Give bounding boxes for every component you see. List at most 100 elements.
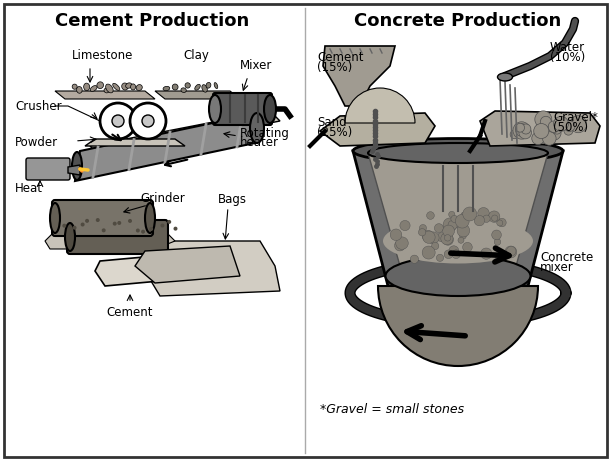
Ellipse shape (497, 73, 513, 81)
Text: (25%): (25%) (317, 126, 353, 139)
Circle shape (507, 246, 516, 256)
Text: Heat: Heat (15, 183, 43, 195)
Ellipse shape (104, 88, 109, 93)
Circle shape (516, 123, 524, 132)
Circle shape (519, 124, 530, 135)
Circle shape (448, 220, 458, 230)
Text: mixer: mixer (540, 261, 574, 274)
Ellipse shape (84, 83, 90, 91)
Text: (50%): (50%) (553, 121, 588, 134)
Circle shape (444, 235, 451, 241)
FancyBboxPatch shape (67, 220, 168, 254)
Circle shape (96, 218, 100, 222)
Circle shape (390, 229, 402, 241)
Circle shape (474, 215, 485, 226)
Text: (15%): (15%) (317, 61, 353, 74)
FancyBboxPatch shape (52, 200, 153, 236)
Text: Gravel*: Gravel* (553, 111, 598, 124)
Polygon shape (68, 165, 80, 175)
Circle shape (463, 207, 477, 221)
Ellipse shape (65, 223, 75, 251)
Circle shape (423, 231, 435, 243)
Polygon shape (155, 91, 240, 99)
Circle shape (455, 218, 467, 229)
Ellipse shape (214, 83, 218, 89)
Text: Rotating: Rotating (240, 126, 290, 140)
Circle shape (455, 214, 469, 228)
Circle shape (422, 230, 434, 242)
Circle shape (543, 132, 556, 145)
Circle shape (128, 219, 132, 223)
Circle shape (481, 248, 492, 259)
Circle shape (100, 103, 136, 139)
Ellipse shape (250, 113, 264, 143)
Text: Concrete: Concrete (540, 251, 593, 264)
Circle shape (492, 215, 498, 221)
Circle shape (112, 115, 124, 127)
Polygon shape (145, 241, 280, 296)
Circle shape (62, 224, 67, 228)
Circle shape (505, 246, 517, 258)
Circle shape (519, 126, 532, 139)
Text: (10%): (10%) (550, 51, 585, 64)
Ellipse shape (353, 138, 563, 164)
Circle shape (396, 237, 408, 249)
Text: Mixer: Mixer (240, 59, 273, 72)
Ellipse shape (195, 84, 200, 90)
Polygon shape (353, 151, 563, 286)
Ellipse shape (181, 88, 186, 93)
Polygon shape (323, 46, 395, 106)
Ellipse shape (172, 84, 178, 90)
Circle shape (437, 233, 446, 242)
Wedge shape (345, 88, 415, 123)
Circle shape (419, 229, 426, 236)
Circle shape (552, 124, 562, 134)
Circle shape (85, 219, 89, 223)
Circle shape (488, 211, 500, 222)
Circle shape (540, 116, 551, 127)
Wedge shape (378, 286, 538, 366)
Ellipse shape (72, 84, 77, 89)
Ellipse shape (206, 83, 211, 88)
Circle shape (461, 212, 468, 219)
Circle shape (443, 225, 455, 237)
Circle shape (494, 239, 501, 245)
Ellipse shape (145, 203, 155, 233)
Ellipse shape (209, 95, 221, 123)
Text: Limestone: Limestone (72, 49, 133, 63)
Circle shape (513, 122, 530, 139)
Circle shape (451, 215, 458, 223)
Ellipse shape (97, 82, 103, 89)
Circle shape (534, 124, 549, 139)
Circle shape (546, 125, 561, 140)
Circle shape (442, 234, 453, 245)
Circle shape (498, 219, 506, 227)
Circle shape (495, 256, 501, 262)
Polygon shape (90, 111, 280, 156)
Text: Crusher: Crusher (15, 100, 62, 112)
Ellipse shape (72, 152, 82, 180)
Circle shape (457, 225, 470, 237)
Circle shape (419, 225, 426, 231)
Circle shape (569, 116, 587, 133)
Circle shape (535, 111, 552, 128)
Circle shape (541, 118, 552, 129)
Ellipse shape (368, 143, 548, 163)
Polygon shape (55, 91, 155, 99)
Polygon shape (135, 246, 240, 283)
Text: Water: Water (550, 41, 585, 54)
Ellipse shape (90, 86, 97, 91)
Ellipse shape (202, 85, 207, 92)
Circle shape (161, 224, 164, 228)
Circle shape (411, 255, 419, 263)
Circle shape (113, 222, 117, 225)
Circle shape (458, 237, 464, 243)
Text: Clay: Clay (183, 49, 209, 63)
Circle shape (441, 232, 453, 245)
Circle shape (142, 115, 154, 127)
Ellipse shape (383, 219, 533, 264)
Circle shape (554, 116, 568, 131)
Circle shape (564, 121, 575, 131)
Ellipse shape (185, 83, 190, 88)
Ellipse shape (163, 86, 170, 91)
